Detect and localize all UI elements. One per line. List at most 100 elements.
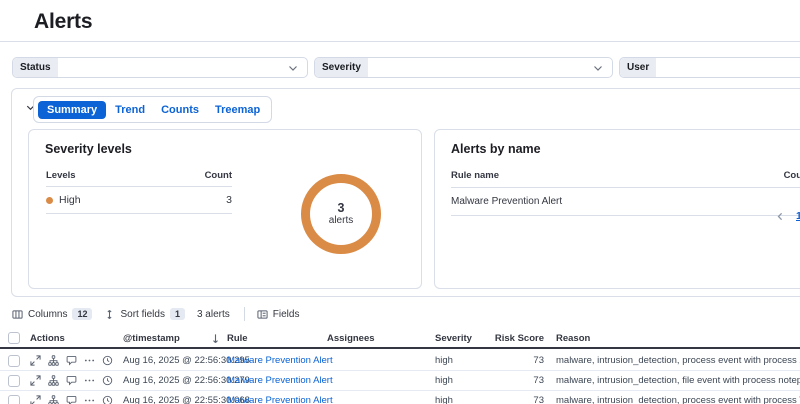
rule-name-value: Malware Prevention Alert	[451, 196, 563, 207]
name-table-header: Rule name Count	[451, 166, 800, 188]
collapse-chevron-icon[interactable]	[25, 102, 36, 113]
chart-select-tab-group: Summary Trend Counts Treemap	[33, 96, 273, 123]
row-checkbox[interactable]	[8, 354, 20, 367]
sort-desc-arrow-icon[interactable]	[210, 329, 221, 347]
user-filter-label: User	[620, 58, 657, 77]
comment-icon[interactable]	[66, 355, 77, 366]
alert-risk-score: 73	[533, 395, 544, 404]
clock-icon[interactable]	[102, 355, 113, 366]
alert-severity: high	[435, 355, 453, 366]
alert-reason: malware, intrusion_detection, file event…	[556, 375, 800, 386]
columns-count-badge: 12	[72, 308, 93, 320]
sort-fields-label: Sort fields	[120, 308, 165, 320]
tab-summary[interactable]: Summary	[38, 100, 107, 119]
fields-label: Fields	[272, 308, 300, 320]
alerts-by-name-table: Rule name Count Malware Prevention Alert	[451, 166, 800, 216]
severity-donut-chart: 3 alerts	[301, 174, 381, 254]
alerts-by-name-panel: Alerts by name Rule name Count Malware P…	[434, 129, 800, 289]
fields-button[interactable]: Fields	[257, 308, 300, 320]
columns-label: Columns	[28, 308, 68, 320]
alert-timestamp: Aug 16, 2025 @ 22:55:30.068	[123, 395, 250, 404]
chevron-down-icon	[287, 62, 299, 74]
alert-row: Aug 16, 2025 @ 22:56:30.295 Malware Prev…	[0, 351, 800, 371]
severity-table-row: High 3	[46, 187, 232, 214]
tab-treemap[interactable]: Treemap	[208, 101, 267, 119]
clock-icon[interactable]	[102, 395, 113, 404]
analyzer-icon[interactable]	[48, 375, 59, 386]
donut-total-label: alerts	[328, 215, 354, 227]
name-table-row: Malware Prevention Alert	[451, 188, 800, 216]
tab-counts[interactable]: Counts	[154, 101, 206, 119]
pagination: 1	[775, 210, 800, 222]
grid-toolbar: Columns 12 Sort fields 1 3 alerts Fields	[12, 307, 299, 321]
alert-reason: malware, intrusion_detection, process ev…	[556, 355, 800, 366]
severity-level-count[interactable]: 3	[226, 194, 232, 206]
donut-total-value: 3	[337, 201, 345, 216]
alerts-by-name-title: Alerts by name	[451, 142, 541, 156]
donut-ring: 3 alerts	[301, 174, 381, 254]
more-actions-icon[interactable]	[84, 395, 95, 404]
analyzer-icon[interactable]	[48, 395, 59, 404]
timestamp-column-header[interactable]: @timestamp	[123, 332, 180, 344]
count-column-header: Count	[783, 170, 800, 181]
alert-risk-score: 73	[533, 355, 544, 366]
analyzer-icon[interactable]	[48, 355, 59, 366]
row-checkbox[interactable]	[8, 394, 20, 404]
user-filter[interactable]: User	[619, 57, 800, 78]
expand-alert-icon[interactable]	[30, 355, 41, 366]
alert-rule-link[interactable]: Malware Prevention Alert	[227, 355, 333, 366]
toolbar-divider	[243, 307, 245, 321]
rule-column-header[interactable]: Rule	[227, 332, 248, 344]
severity-levels-panel: Severity levels Levels Count High 3 3	[28, 129, 422, 289]
grid-header-row: Actions @timestamp Rule Assignees Severi…	[0, 329, 800, 349]
pagination-prev-icon[interactable]	[775, 211, 786, 222]
alerts-count-label: 3 alerts	[196, 308, 230, 320]
expand-alert-icon[interactable]	[30, 395, 41, 404]
more-actions-icon[interactable]	[84, 375, 95, 386]
severity-table-header: Levels Count	[46, 166, 232, 187]
filter-bar: Status Severity User	[12, 57, 800, 78]
alert-row: Aug 16, 2025 @ 22:56:30.279 Malware Prev…	[0, 371, 800, 391]
severity-filter[interactable]: Severity	[314, 57, 613, 78]
levels-column-header: Levels	[46, 170, 76, 181]
risk-score-column-header[interactable]: Risk Score	[494, 332, 544, 344]
severity-level-label: High	[59, 194, 81, 206]
tab-trend[interactable]: Trend	[108, 101, 152, 119]
sort-arrows-icon	[104, 309, 115, 320]
alert-rule-link[interactable]: Malware Prevention Alert	[227, 375, 333, 386]
severity-filter-label: Severity	[315, 58, 368, 77]
comment-icon[interactable]	[66, 395, 77, 404]
comment-icon[interactable]	[66, 375, 77, 386]
columns-button[interactable]: Columns 12	[12, 308, 93, 320]
rule-name-column-header: Rule name	[451, 170, 500, 181]
pagination-page-1[interactable]: 1	[796, 210, 800, 222]
sort-fields-button[interactable]: Sort fields 1	[104, 308, 185, 320]
reason-column-header[interactable]: Reason	[556, 332, 591, 344]
select-all-checkbox[interactable]	[8, 332, 20, 344]
alert-severity: high	[435, 395, 453, 404]
chevron-down-icon	[592, 62, 604, 74]
alert-severity: high	[435, 375, 453, 386]
page-title: Alerts	[34, 10, 93, 33]
alert-rule-link[interactable]: Malware Prevention Alert	[227, 395, 333, 404]
row-checkbox[interactable]	[8, 374, 20, 387]
alert-row: Aug 16, 2025 @ 22:55:30.068 Malware Prev…	[0, 391, 800, 404]
alerts-summary-section: Summary Trend Counts Treemap Severity le…	[11, 88, 800, 297]
severity-high-dot-icon	[46, 196, 53, 204]
severity-panel-title: Severity levels	[45, 142, 132, 156]
assignees-column-header[interactable]: Assignees	[327, 332, 375, 344]
severity-column-header[interactable]: Severity	[435, 332, 472, 344]
alert-timestamp: Aug 16, 2025 @ 22:56:30.279	[123, 375, 250, 386]
fields-icon	[257, 309, 268, 320]
grid-columns-icon	[12, 309, 23, 320]
header-divider	[0, 41, 800, 42]
severity-levels-table: Levels Count High 3	[46, 166, 232, 214]
alert-reason: malware, intrusion_detection, process ev…	[556, 395, 800, 404]
more-actions-icon[interactable]	[84, 355, 95, 366]
status-filter[interactable]: Status	[12, 57, 308, 78]
clock-icon[interactable]	[102, 375, 113, 386]
expand-alert-icon[interactable]	[30, 375, 41, 386]
alert-risk-score: 73	[533, 375, 544, 386]
alert-timestamp: Aug 16, 2025 @ 22:56:30.295	[123, 355, 250, 366]
